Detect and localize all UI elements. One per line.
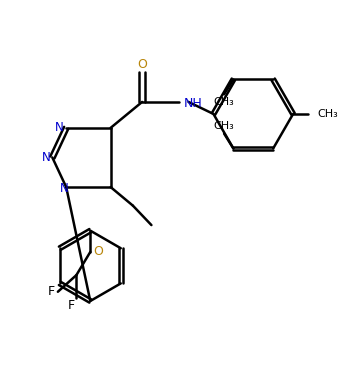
Text: F: F xyxy=(68,299,75,312)
Text: O: O xyxy=(137,58,147,71)
Text: N: N xyxy=(55,121,64,134)
Text: NH: NH xyxy=(184,97,202,110)
Text: N: N xyxy=(60,182,69,195)
Text: CH₃: CH₃ xyxy=(214,121,235,131)
Text: CH₃: CH₃ xyxy=(317,109,338,119)
Text: F: F xyxy=(48,285,55,298)
Text: N: N xyxy=(42,151,50,164)
Text: O: O xyxy=(93,245,103,259)
Text: CH₃: CH₃ xyxy=(214,97,235,107)
